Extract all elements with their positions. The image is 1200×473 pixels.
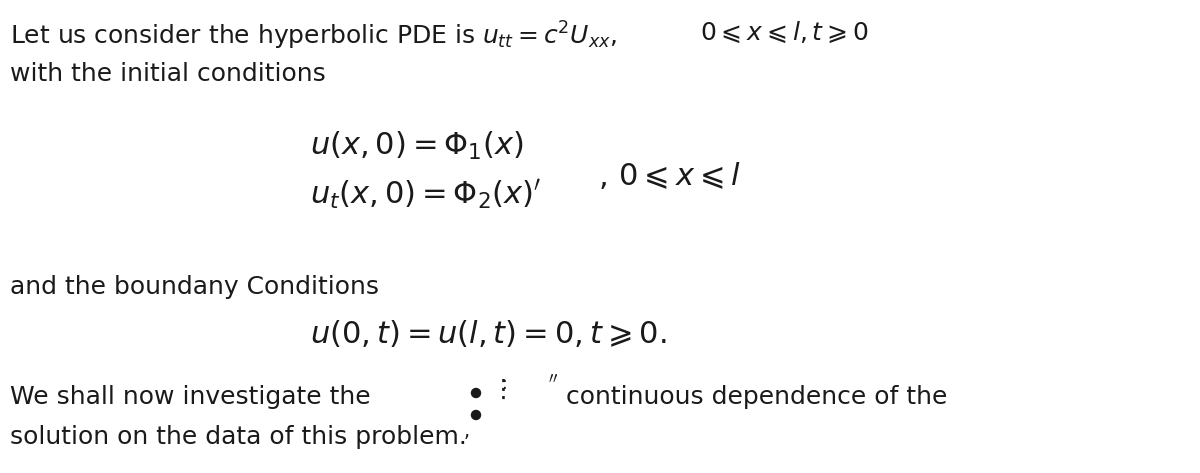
Text: ,: , bbox=[464, 422, 470, 441]
Text: $,\,0 \leqslant x \leqslant l$: $,\,0 \leqslant x \leqslant l$ bbox=[598, 160, 742, 191]
Circle shape bbox=[472, 411, 480, 420]
Text: solution on the data of this problem.: solution on the data of this problem. bbox=[10, 425, 467, 449]
Text: $0 \leqslant x \leqslant l, t \geqslant 0$: $0 \leqslant x \leqslant l, t \geqslant … bbox=[700, 20, 869, 45]
Text: continuous dependence of the: continuous dependence of the bbox=[566, 385, 947, 409]
Text: $\vdots$: $\vdots$ bbox=[490, 378, 505, 402]
Text: We shall now investigate the: We shall now investigate the bbox=[10, 385, 371, 409]
Text: $^{\prime\prime}$: $^{\prime\prime}$ bbox=[548, 374, 558, 394]
Text: and the boundany Conditions: and the boundany Conditions bbox=[10, 275, 379, 299]
Text: $u(0,t) = u(l,t) = 0, t \geqslant 0.$: $u(0,t) = u(l,t) = 0, t \geqslant 0.$ bbox=[310, 318, 666, 349]
Text: Let us consider the hyperbolic PDE is $u_{tt} = c^2U_{xx},$: Let us consider the hyperbolic PDE is $u… bbox=[10, 20, 617, 52]
Circle shape bbox=[472, 388, 480, 397]
Text: :: : bbox=[502, 375, 508, 393]
Text: with the initial conditions: with the initial conditions bbox=[10, 62, 325, 86]
Text: $u(x,0) = \Phi_1(x)$: $u(x,0) = \Phi_1(x)$ bbox=[310, 130, 523, 162]
Text: $u_t(x,0) = \Phi_2(x)'$: $u_t(x,0) = \Phi_2(x)'$ bbox=[310, 178, 541, 212]
